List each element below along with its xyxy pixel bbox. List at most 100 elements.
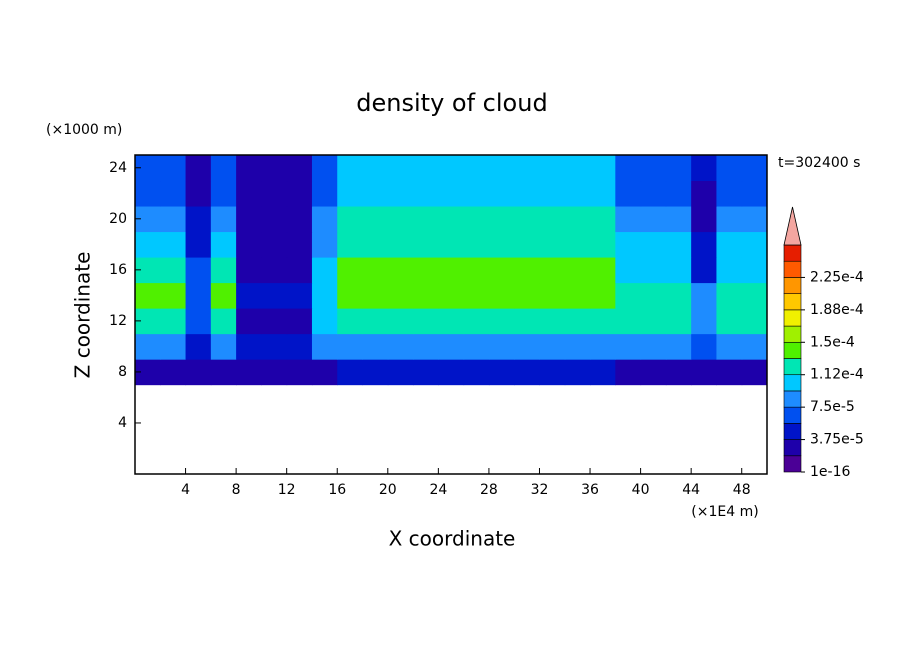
colorbar-box (783, 374, 802, 392)
cell (236, 231, 262, 258)
colorbar-box (783, 244, 802, 262)
cell (741, 257, 768, 284)
cell (160, 359, 187, 386)
colorbar-box (783, 277, 802, 294)
cell (185, 180, 212, 207)
cell (514, 231, 540, 258)
colorbar-box (783, 325, 802, 343)
cell (514, 282, 540, 309)
cell (463, 231, 490, 258)
cell (741, 282, 768, 309)
colorbar-box (783, 390, 802, 408)
cell (741, 333, 768, 360)
cell (413, 180, 439, 207)
cell (160, 282, 187, 309)
cell (160, 308, 187, 335)
colorbar-box (783, 309, 802, 327)
x-tick-label: 16 (328, 482, 346, 498)
cell (438, 257, 465, 284)
cell (210, 333, 237, 360)
cell (286, 155, 313, 182)
cell (463, 180, 490, 207)
cell (438, 180, 465, 207)
cell (286, 257, 313, 284)
cell (185, 257, 212, 284)
cell (311, 257, 338, 284)
colorbar-extend (783, 206, 802, 246)
cell (590, 359, 616, 386)
cell (488, 231, 515, 258)
cell (236, 359, 262, 386)
cell (665, 180, 692, 207)
cell (337, 206, 364, 233)
cell (160, 231, 187, 258)
cell (463, 333, 490, 360)
cell (716, 180, 743, 207)
cell (286, 282, 313, 309)
cell (286, 308, 313, 335)
cell (463, 155, 490, 182)
cell (261, 282, 288, 309)
cell (387, 231, 414, 258)
cell (514, 155, 540, 182)
x-tick-label: 28 (480, 482, 498, 498)
cell (539, 257, 566, 284)
cell (615, 257, 642, 284)
cell (514, 359, 540, 386)
cell (160, 333, 187, 360)
cell (514, 257, 540, 284)
cell (261, 308, 288, 335)
cell (615, 231, 642, 258)
cell (514, 180, 540, 207)
cell (261, 231, 288, 258)
cell (488, 308, 515, 335)
cell (539, 206, 566, 233)
cell (691, 206, 717, 233)
cell (337, 333, 364, 360)
y-tick-label: 4 (118, 415, 127, 431)
colorbar-box (783, 455, 802, 473)
cell (438, 206, 465, 233)
cell (362, 308, 389, 335)
cell (691, 155, 717, 182)
cell (362, 333, 389, 360)
cell (185, 206, 212, 233)
cell (387, 282, 414, 309)
x-unit: (×1E4 m) (691, 504, 758, 520)
cell (564, 206, 591, 233)
cell (185, 308, 212, 335)
cell (362, 257, 389, 284)
cell (741, 359, 768, 386)
cell (640, 308, 667, 335)
cell (236, 257, 262, 284)
cell (337, 359, 364, 386)
cell (387, 359, 414, 386)
cell (210, 206, 237, 233)
cell (514, 308, 540, 335)
cell (615, 206, 642, 233)
cell (741, 180, 768, 207)
y-tick-label: 16 (109, 262, 127, 278)
cell (463, 206, 490, 233)
cell (640, 180, 667, 207)
cell (741, 231, 768, 258)
cell (488, 155, 515, 182)
cell (539, 282, 566, 309)
cell (488, 206, 515, 233)
y-tick-label: 24 (109, 160, 127, 176)
cell (413, 257, 439, 284)
colorbar-label: 7.5e-5 (810, 399, 855, 415)
cell (615, 180, 642, 207)
cell (640, 155, 667, 182)
cell (590, 180, 616, 207)
cell (691, 359, 717, 386)
cell (387, 308, 414, 335)
cell (564, 308, 591, 335)
cell (564, 333, 591, 360)
x-axis-label: X coordinate (389, 527, 516, 551)
cell (514, 206, 540, 233)
cell (640, 282, 667, 309)
cell (261, 359, 288, 386)
cell (539, 155, 566, 182)
cell (615, 333, 642, 360)
